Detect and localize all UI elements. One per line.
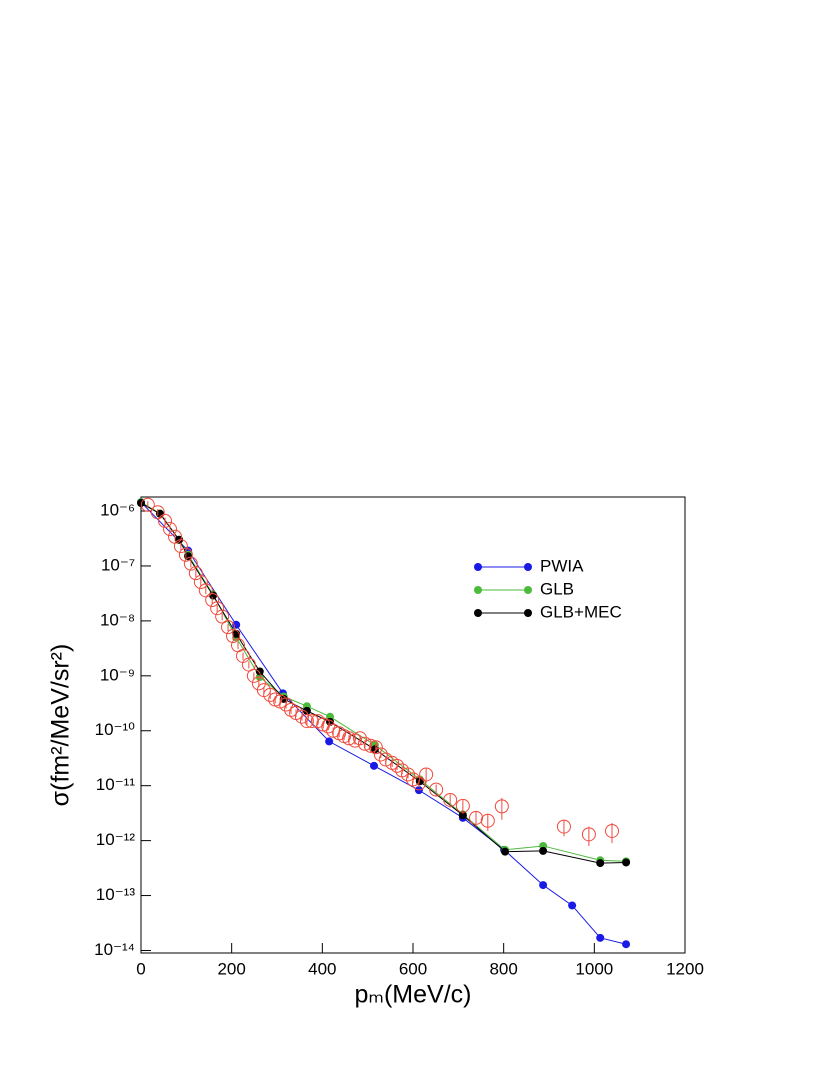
series-point bbox=[568, 901, 577, 910]
y-tick-label: 10⁻⁹ bbox=[100, 665, 135, 684]
legend-marker bbox=[474, 586, 482, 594]
data-point bbox=[215, 609, 230, 624]
x-tick-label: 0 bbox=[136, 959, 145, 978]
data-point bbox=[556, 819, 571, 834]
data-point bbox=[279, 697, 294, 712]
series-point bbox=[539, 881, 548, 890]
series-point bbox=[501, 847, 510, 856]
data-point bbox=[284, 702, 299, 717]
data-point bbox=[455, 798, 470, 813]
data-point bbox=[299, 714, 314, 729]
y-tick-label: 10⁻¹⁴ bbox=[94, 940, 135, 959]
legend-marker bbox=[524, 609, 532, 617]
data-point bbox=[178, 547, 193, 562]
data-point bbox=[188, 566, 203, 581]
y-tick-label: 10⁻¹³ bbox=[96, 885, 136, 904]
y-tick-label: 10⁻⁷ bbox=[101, 555, 135, 574]
legend-label: PWIA bbox=[540, 556, 584, 575]
data-point bbox=[429, 782, 444, 797]
y-tick-label: 10⁻⁸ bbox=[100, 610, 135, 629]
series-point bbox=[325, 737, 334, 746]
data-point bbox=[198, 583, 213, 598]
data-point bbox=[357, 736, 372, 751]
data-point bbox=[140, 497, 155, 512]
data-point bbox=[605, 823, 620, 838]
data-point bbox=[205, 593, 220, 608]
data-point bbox=[368, 740, 383, 755]
data-point bbox=[411, 776, 426, 791]
y-tick-label: 10⁻¹⁰ bbox=[95, 720, 136, 739]
legend-label: GLB bbox=[540, 579, 574, 598]
y-tick-label: 10⁻¹² bbox=[96, 830, 136, 849]
series-point bbox=[370, 761, 379, 770]
y-tick-label: 10⁻¹¹ bbox=[96, 775, 136, 794]
data-point bbox=[173, 539, 188, 554]
data-point bbox=[294, 709, 309, 724]
data-point bbox=[581, 827, 596, 842]
data-point bbox=[419, 767, 434, 782]
legend-label: GLB+MEC bbox=[540, 602, 622, 621]
data-point bbox=[480, 813, 495, 828]
data-point bbox=[158, 513, 173, 528]
x-tick-label: 800 bbox=[489, 959, 517, 978]
data-point bbox=[443, 792, 458, 807]
series-point bbox=[596, 859, 605, 868]
data-point bbox=[304, 714, 319, 729]
legend-marker bbox=[474, 563, 482, 571]
legend-marker bbox=[474, 609, 482, 617]
series-point bbox=[255, 667, 264, 676]
data-point bbox=[363, 738, 378, 753]
x-tick-label: 200 bbox=[217, 959, 245, 978]
x-tick-label: 600 bbox=[399, 959, 427, 978]
x-tick-label: 1200 bbox=[666, 959, 704, 978]
y-tick-label: 10⁻⁶ bbox=[100, 501, 135, 520]
legend-marker bbox=[524, 563, 532, 571]
series-point bbox=[622, 858, 631, 867]
x-axis-label: pₘ(MeV/c) bbox=[355, 981, 472, 1009]
data-point bbox=[352, 731, 367, 746]
data-point bbox=[342, 731, 357, 746]
data-point bbox=[401, 767, 416, 782]
x-tick-label: 1000 bbox=[575, 959, 613, 978]
data-point bbox=[183, 556, 198, 571]
series-point bbox=[622, 940, 631, 949]
data-point bbox=[263, 687, 278, 702]
legend-marker bbox=[524, 586, 532, 594]
data-point bbox=[193, 575, 208, 590]
data-point bbox=[321, 719, 336, 734]
series-point bbox=[232, 620, 241, 629]
data-point bbox=[210, 601, 225, 616]
data-point bbox=[150, 505, 165, 520]
series-point bbox=[302, 706, 311, 715]
data-point bbox=[494, 799, 509, 814]
x-tick-label: 400 bbox=[308, 959, 336, 978]
data-point bbox=[226, 629, 241, 644]
data-point bbox=[163, 522, 178, 537]
data-point bbox=[221, 620, 236, 635]
data-point bbox=[246, 668, 261, 683]
y-axis-label: σ(fm²/MeV/sr²) bbox=[47, 644, 75, 807]
series-point bbox=[458, 811, 467, 820]
data-point bbox=[390, 758, 405, 773]
data-point bbox=[373, 747, 388, 762]
series-point bbox=[539, 846, 548, 855]
series-point bbox=[596, 933, 605, 942]
